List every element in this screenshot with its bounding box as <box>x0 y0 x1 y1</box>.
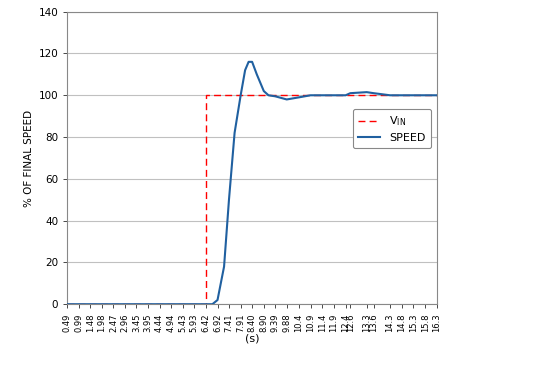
X-axis label: (s): (s) <box>245 333 259 343</box>
Legend: V$_{\mathrm{IN}}$, SPEED: V$_{\mathrm{IN}}$, SPEED <box>353 109 431 148</box>
Y-axis label: % OF FINAL SPEED: % OF FINAL SPEED <box>24 109 34 207</box>
